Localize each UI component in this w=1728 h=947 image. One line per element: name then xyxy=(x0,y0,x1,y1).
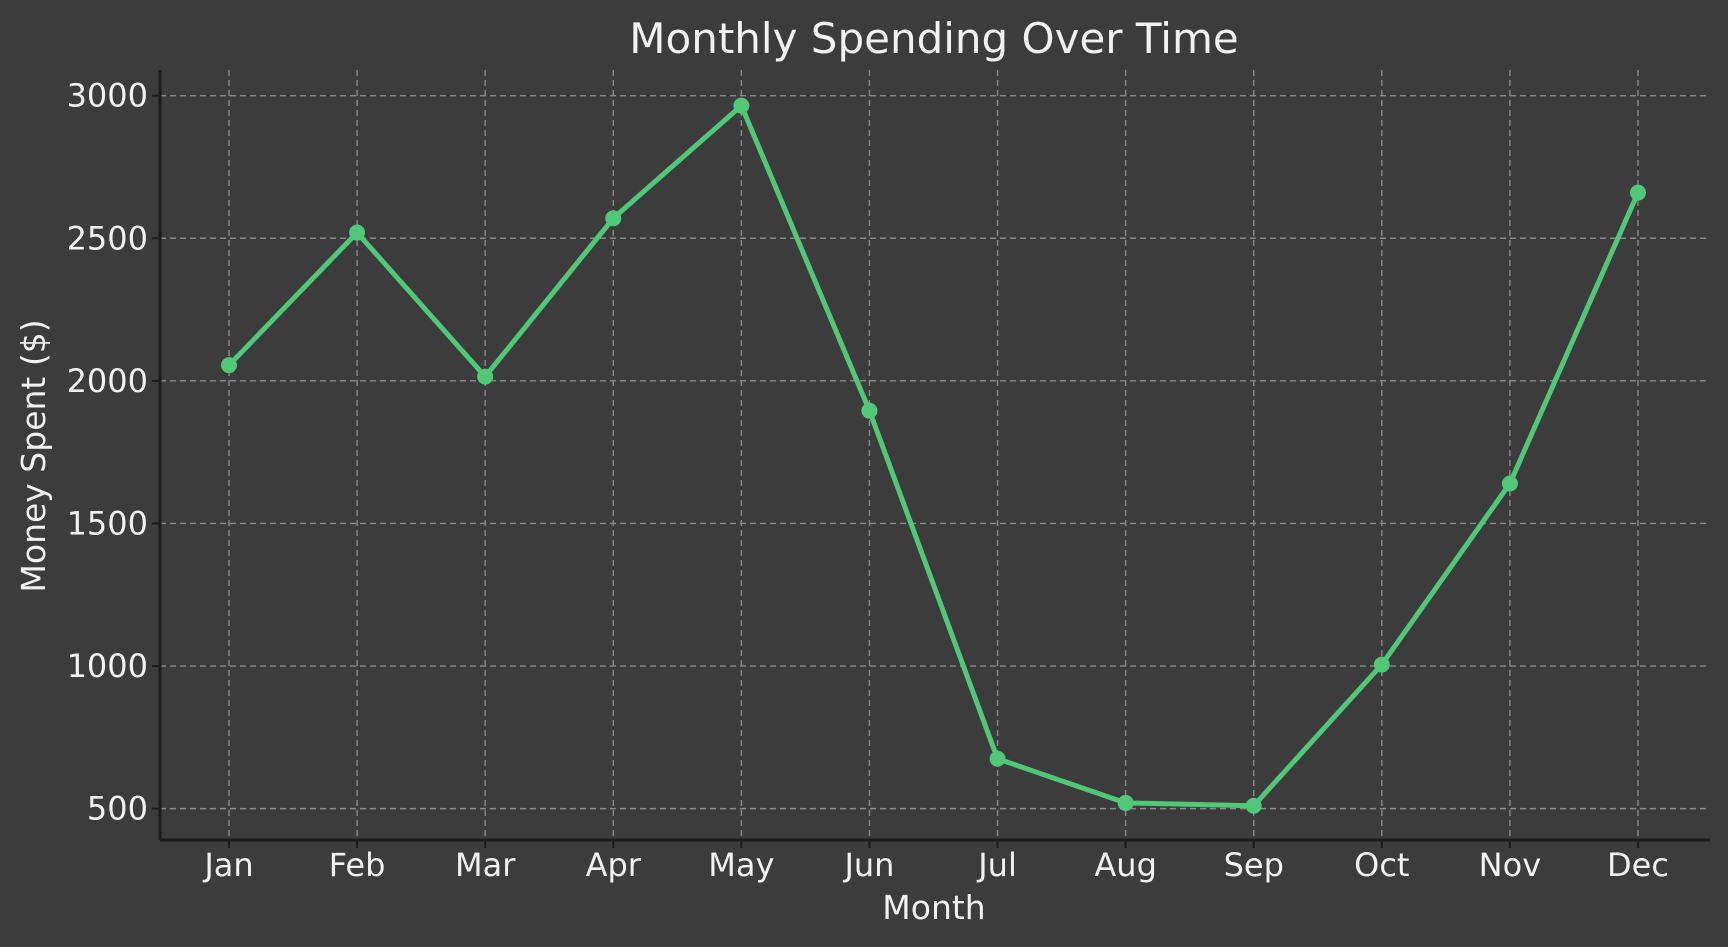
data-point-marker xyxy=(1117,794,1134,811)
series xyxy=(221,97,1646,814)
data-point-marker xyxy=(221,357,237,374)
y-axis-label: Money Spent ($) xyxy=(14,319,53,592)
x-tick-label: Nov xyxy=(1479,846,1541,884)
y-tick-label: 1000 xyxy=(67,647,148,685)
x-tick-label: Apr xyxy=(586,846,642,884)
data-point-marker xyxy=(349,224,366,241)
x-tick-label: Sep xyxy=(1224,846,1284,884)
grid xyxy=(160,70,1710,840)
y-tick-label: 500 xyxy=(87,790,148,828)
series-line xyxy=(226,103,1641,809)
data-point-marker xyxy=(1501,475,1518,492)
data-point-marker xyxy=(989,750,1006,767)
x-tick-label: Aug xyxy=(1094,846,1156,884)
axes xyxy=(158,70,1710,842)
y-tick-label: 2000 xyxy=(67,362,148,400)
data-point-marker xyxy=(1630,184,1646,201)
chart-title: Monthly Spending Over Time xyxy=(629,14,1238,63)
x-axis-label: Month xyxy=(882,888,985,927)
y-tick-label: 3000 xyxy=(67,77,148,115)
x-tick-label: Oct xyxy=(1354,846,1409,884)
data-point-marker xyxy=(477,368,494,385)
data-point-marker xyxy=(861,402,878,419)
x-tick-label: Jul xyxy=(976,846,1017,884)
x-tick-label: Feb xyxy=(329,846,386,884)
x-tick-label: Dec xyxy=(1607,846,1669,884)
x-tick-label: Jan xyxy=(202,846,253,884)
y-tick-label: 2500 xyxy=(67,219,148,257)
data-point-marker xyxy=(1245,797,1262,814)
x-tick-label: Jun xyxy=(842,846,894,884)
x-tick-label: May xyxy=(708,846,774,884)
data-point-marker xyxy=(1373,656,1390,673)
x-tick-label: Mar xyxy=(455,846,516,884)
y-tick-label: 1500 xyxy=(67,504,148,542)
data-point-marker xyxy=(733,97,750,114)
data-point-marker xyxy=(605,210,622,227)
tick-labels: 500 1000 1500 2000 2500 3000 Jan Feb Mar Apr May Ju… xyxy=(67,77,1669,884)
